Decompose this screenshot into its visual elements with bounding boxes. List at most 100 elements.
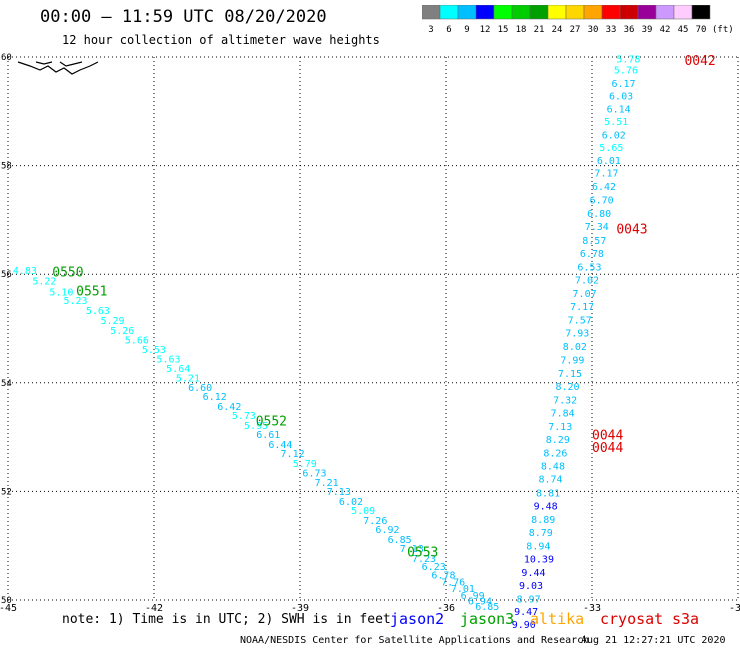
color-scale-label: 9 <box>464 25 469 35</box>
swh-point-cryosat: 8.57 <box>582 236 606 247</box>
swh-point-cryosat: 8.81 <box>536 488 560 499</box>
x-tick-label: -36 <box>437 603 455 614</box>
swh-point-cryosat: 5.51 <box>604 117 628 128</box>
y-tick-label: 60 <box>1 53 12 63</box>
swh-point-cryosat: 6.02 <box>602 130 626 141</box>
swh-point-jason3: 6.85 <box>475 602 499 613</box>
swh-point-cryosat: 7.13 <box>548 422 572 433</box>
swh-point-cryosat: 8.89 <box>531 515 555 526</box>
time-label: 0552 <box>256 415 287 430</box>
swh-point-cryosat: 8.29 <box>546 435 570 446</box>
swh-point-cryosat: 7.84 <box>551 408 575 419</box>
swh-point-cryosat: 5.65 <box>599 143 623 154</box>
color-scale-label: 6 <box>446 25 451 35</box>
note-text: note: 1) Time is in UTC; 2) SWH is in fe… <box>62 612 391 627</box>
color-scale-label: 3 <box>428 25 433 35</box>
swh-point-jason3: 6.60 <box>188 383 212 394</box>
swh-point-jason3: 7.76 <box>441 577 465 588</box>
swh-point-jason3: 7.01 <box>451 584 475 595</box>
swh-point-cryosat: 10.39 <box>524 555 554 566</box>
swh-point-cryosat: 6.17 <box>611 79 635 90</box>
color-scale-label: 33 <box>606 25 617 35</box>
swh-point-cryosat: 8.20 <box>556 382 580 393</box>
color-scale-label: 30 <box>588 25 599 35</box>
swh-point-jason3: 5.23 <box>63 296 87 307</box>
time-label: 0043 <box>616 222 647 237</box>
footer-timestamp: Aug 21 12:27:21 UTC 2020 <box>581 635 726 646</box>
color-swatch <box>439 5 459 20</box>
swh-point-cryosat: 6.14 <box>607 104 631 115</box>
x-tick-label: -33 <box>583 603 601 614</box>
time-label: 0044 <box>592 428 623 443</box>
color-swatch <box>493 5 513 20</box>
swh-point-cryosat: 6.70 <box>590 196 614 207</box>
coastline <box>17 61 99 75</box>
legend-cryosat: cryosat <box>600 610 664 628</box>
color-swatch <box>511 5 531 20</box>
swh-point-jason3: 5.73 <box>232 411 256 422</box>
swh-point-jason3: 5.79 <box>293 459 317 470</box>
x-tick-label: -45 <box>0 603 17 614</box>
swh-point-cryosat: 9.48 <box>534 501 558 512</box>
swh-point-jason3: 6.02 <box>339 497 363 508</box>
swh-point-jason3: 6.23 <box>422 562 446 573</box>
color-swatch <box>547 5 567 20</box>
swh-point-jason3: 6.42 <box>217 402 241 413</box>
time-label: 0553 <box>407 546 438 561</box>
color-swatch <box>601 5 621 20</box>
color-swatch <box>422 5 441 20</box>
color-swatch <box>637 5 657 20</box>
swh-point-cryosat: 7.99 <box>560 355 584 366</box>
page-subtitle: 12 hour collection of altimeter wave hei… <box>62 33 380 47</box>
swh-point-jason3: 5.26 <box>110 326 134 337</box>
swh-point-cryosat: 8.79 <box>529 528 553 539</box>
color-swatch <box>583 5 603 20</box>
swh-point-cryosat: 6.01 <box>597 156 621 167</box>
swh-point-jason3: 6.73 <box>302 469 326 480</box>
swh-point-cryosat: 6.42 <box>592 182 616 193</box>
swh-point-cryosat: 9.44 <box>521 568 545 579</box>
color-scale-label: 27 <box>570 25 581 35</box>
swh-point-cryosat: 7.34 <box>585 222 609 233</box>
time-label: 0550 <box>52 265 83 280</box>
swh-point-jason3: 6.99 <box>461 591 485 602</box>
swh-point-cryosat: 7.17 <box>594 168 618 179</box>
color-scale-label: 21 <box>534 25 545 35</box>
swh-point-cryosat: 7.57 <box>568 316 592 327</box>
swh-point-jason3: 6.78 <box>431 570 455 581</box>
legend-altika: altika <box>530 610 585 628</box>
swh-point-jason3: 6.92 <box>375 525 399 536</box>
swh-point-jason3: 5.64 <box>166 364 190 375</box>
swh-point-cryosat: 9.03 <box>519 581 543 592</box>
swh-point-jason3: 5.09 <box>351 506 375 517</box>
color-scale-label: 24 <box>552 25 563 35</box>
swh-point-jason3: 7.13 <box>327 487 351 498</box>
color-swatch <box>529 5 549 20</box>
grid <box>7 56 739 601</box>
swh-point-jason3: 7.13 <box>400 544 424 555</box>
swh-point-cryosat: 7.15 <box>558 369 582 380</box>
swh-point-jason3: 5.95 <box>244 421 268 432</box>
swh-point-jason3: 5.22 <box>32 277 56 288</box>
color-swatch <box>691 5 711 20</box>
time-label: 0551 <box>76 284 107 299</box>
swh-point-cryosat: 6.80 <box>587 209 611 220</box>
swh-point-cryosat: 8.97 <box>517 595 541 606</box>
color-scale-label: 70 <box>696 25 707 35</box>
swh-point-jason3: 5.29 <box>100 316 124 327</box>
swh-point-jason3: 5.63 <box>156 355 180 366</box>
color-scale-label: 18 <box>516 25 527 35</box>
time-label: 0044 <box>592 441 623 456</box>
swh-points: 4.835.225.105.235.635.295.265.665.535.63… <box>13 54 641 631</box>
y-tick-label: 52 <box>1 487 12 497</box>
x-tick-label: -42 <box>145 603 163 614</box>
footer-organization: NOAA/NESDIS Center for Satellite Applica… <box>240 635 590 646</box>
swh-point-jason3: 6.44 <box>268 440 292 451</box>
color-scale-bar: 3 6 9 12 15 18 21 24 27 30 33 36 39 42 45 70 (ft) <box>422 5 734 35</box>
swh-point-cryosat: 8.74 <box>538 475 562 486</box>
swh-point-cryosat: 9.90 <box>512 620 536 631</box>
color-scale-label: 39 <box>642 25 653 35</box>
swh-point-jason3: 6.85 <box>388 535 412 546</box>
swh-point-jason3: 5.66 <box>125 336 149 347</box>
